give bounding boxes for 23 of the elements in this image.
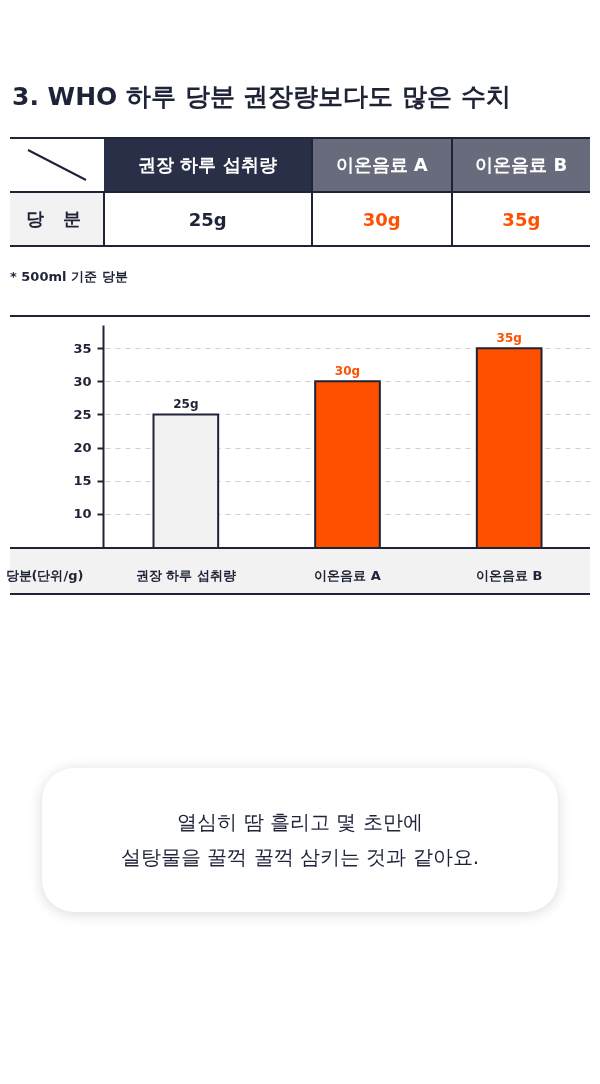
x-tick-label: 이온음료 A — [314, 567, 381, 583]
text: 열심히 땀 흘리고 몇 초만에 설탕물을 꿀꺽 꿀꺽 삼키는 것과 같아요. — [42, 768, 558, 912]
text: 30g — [334, 364, 361, 379]
x-tick-label: 이온음료 B — [475, 567, 543, 583]
text: 당 분 — [10, 192, 104, 246]
y-tick-label: 25 — [73, 406, 92, 422]
y-tick-label: 20 — [73, 440, 92, 456]
category-label: 이온음료 B — [475, 154, 568, 175]
text: 25g — [173, 397, 199, 412]
chart-title: 3. WHO 하루 당분 권장량보다도 많은 수치 — [12, 81, 511, 113]
data-label: 30g — [311, 192, 452, 246]
data-label: 35g — [451, 192, 590, 246]
text: 35g — [496, 331, 522, 346]
category-label: 이온음료 A — [335, 154, 428, 175]
category-label: 권장 하루 섭취량 — [138, 154, 277, 175]
y-tick-label: 10 — [73, 506, 92, 522]
y-tick-label: 35 — [73, 340, 92, 356]
x-axis-title: 당분(단위/g) — [5, 567, 84, 583]
data-label: 25g — [104, 192, 312, 246]
y-tick-label: 15 — [73, 473, 92, 489]
x-tick-label: 권장 하루 섭취량 — [135, 567, 236, 583]
text: * 500ml 기준 당분 — [10, 268, 128, 286]
y-tick-label: 30 — [73, 373, 92, 389]
